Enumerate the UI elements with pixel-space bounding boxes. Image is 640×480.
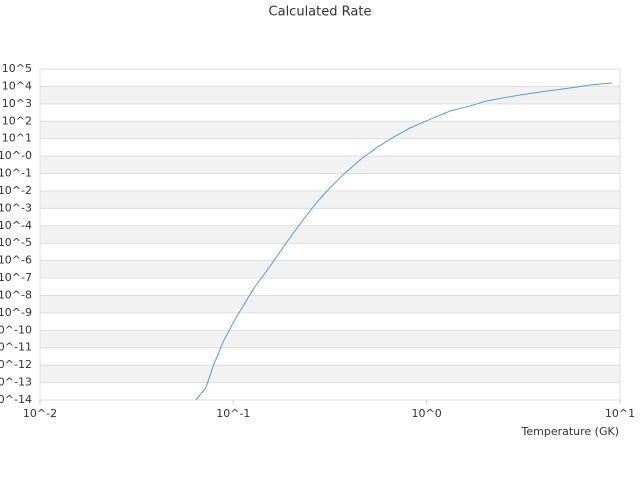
grid-band [40, 86, 620, 104]
y-tick-label: 10^-9 [0, 306, 32, 319]
x-tick-label: 10^1 [605, 407, 635, 420]
y-tick-label: 10^-10 [0, 323, 32, 336]
grid-band [40, 330, 620, 348]
grid-band [40, 260, 620, 279]
grid-band [40, 190, 620, 209]
plot-frame [39, 68, 621, 401]
y-tick-label: 10^1 [2, 132, 32, 145]
y-tick-label: 10^5 [2, 62, 32, 75]
grid-band [40, 225, 620, 244]
y-tick-label: 10^-7 [0, 271, 32, 284]
x-tick-label: 10^-2 [23, 407, 57, 420]
y-tick-label: 10^4 [2, 79, 32, 92]
y-tick-label: 10^-8 [0, 288, 32, 301]
y-tick-label: 10^-13 [0, 376, 32, 389]
y-tick-label: 10^2 [2, 114, 32, 127]
grid-band [40, 365, 620, 383]
y-tick-label: 10^-11 [0, 341, 32, 354]
x-axis-label: Temperature (GK) [521, 425, 620, 438]
y-tick-label: 10^-1 [0, 167, 32, 180]
line-series [195, 82, 613, 401]
x-tick-label: 10^0 [412, 407, 442, 420]
y-tick-label: 10^-6 [0, 254, 32, 267]
y-tick-label: 10^-0 [0, 149, 32, 162]
chart-title: Calculated Rate [269, 5, 372, 20]
y-tick-label: 10^-12 [0, 358, 32, 371]
x-tick-label: 10^-1 [216, 407, 250, 420]
y-tick-label: 10^-4 [0, 219, 32, 232]
grid-band [40, 156, 620, 174]
y-tick-label: 10^-14 [0, 393, 32, 406]
grid-band [40, 295, 620, 313]
y-tick-label: 10^3 [2, 97, 32, 110]
y-tick-label: 10^-2 [0, 184, 32, 197]
y-tick-label: 10^-5 [0, 236, 32, 249]
grid [40, 68, 620, 401]
y-tick-label: 10^-3 [0, 201, 32, 214]
grid-band [40, 121, 620, 139]
